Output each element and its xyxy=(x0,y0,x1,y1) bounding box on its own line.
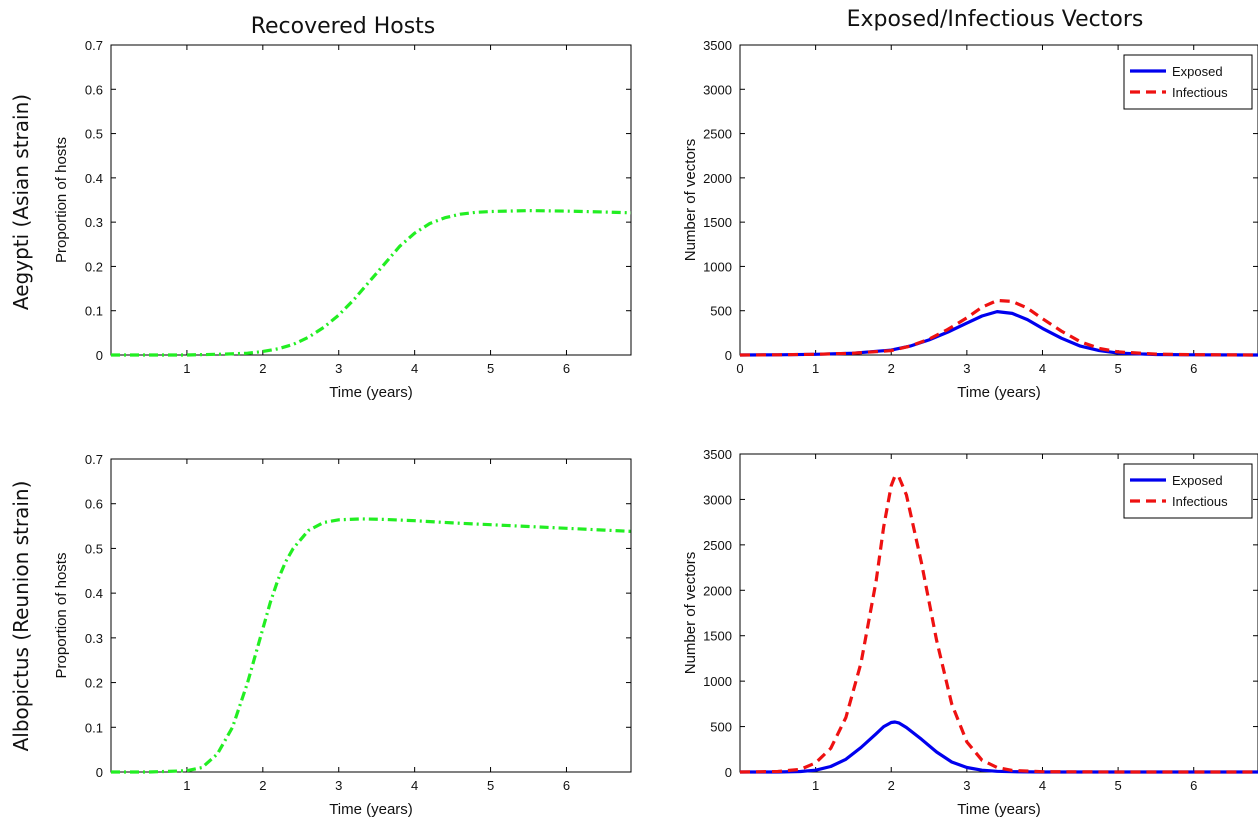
chart-2-legend-label-infectious: Infectious xyxy=(1172,85,1228,100)
chart-3-ytick-label: 0.2 xyxy=(85,676,103,691)
chart-3-xtick-label: 6 xyxy=(563,778,570,793)
chart-3-xtick-label: 4 xyxy=(411,778,418,793)
chart-4-xtick-label: 2 xyxy=(888,778,895,793)
chart-2-xtick-label: 2 xyxy=(888,361,895,376)
chart-4-legend-box xyxy=(1123,463,1253,519)
chart-1-xtick-label: 4 xyxy=(411,361,418,376)
chart-2-ytick-label: 2000 xyxy=(703,171,732,186)
chart-4-ytick-label: 1500 xyxy=(703,629,732,644)
chart-4: 0 500 1000 1500 2000 2500 3000 3500 1 2 3 4 5 6 Time (… xyxy=(682,447,1258,818)
chart-2: 0 500 1000 1500 2000 2500 3000 3500 0 1 2 3 4 5 6 Time … xyxy=(682,38,1258,401)
chart-4-xtick-label: 5 xyxy=(1114,778,1121,793)
chart-4-ytick-label: 0 xyxy=(725,765,732,780)
chart-4-y-axis-label: Number of vectors xyxy=(682,552,699,675)
chart-2-legend-label-exposed: Exposed xyxy=(1172,64,1223,79)
chart-2-x-axis-label: Time (years) xyxy=(957,384,1041,401)
chart-2-ytick-label: 1500 xyxy=(703,215,732,230)
chart-1-xtick-label: 5 xyxy=(487,361,494,376)
chart-3-axes-frame xyxy=(110,458,632,773)
chart-4-xtick-label: 1 xyxy=(812,778,819,793)
chart-2-legend-box xyxy=(1123,54,1253,110)
chart-4-exposed-series-line xyxy=(740,720,1258,774)
chart-2-ytick-label: 3500 xyxy=(703,38,732,53)
chart-3-ytick-label: 0.3 xyxy=(85,631,103,646)
chart-4-ytick-label: 2500 xyxy=(703,538,732,553)
chart-1-ytick-label: 0.2 xyxy=(85,259,103,274)
chart-4-xtick-label: 3 xyxy=(963,778,970,793)
chart-2-legend: Exposed Infectious xyxy=(1123,54,1253,110)
chart-2-ytick-label: 0 xyxy=(725,348,732,363)
chart-4-ytick-label: 3500 xyxy=(703,447,732,462)
chart-3-ytick-label: 0.4 xyxy=(85,586,103,601)
chart-3-ytick-label: 0.7 xyxy=(85,452,103,467)
row-label-albopictus: Albopictus (Reunion strain) xyxy=(9,481,33,752)
chart-4-legend-label-exposed: Exposed xyxy=(1172,473,1223,488)
chart-2-xtick-label: 5 xyxy=(1114,361,1121,376)
chart-2-ytick-label: 3000 xyxy=(703,82,732,97)
chart-4-x-axis-label: Time (years) xyxy=(957,801,1041,818)
chart-1-x-axis-label: Time (years) xyxy=(329,384,413,401)
chart-4-xtick-label: 4 xyxy=(1039,778,1046,793)
chart-1-y-axis-label: Proportion of hosts xyxy=(53,137,70,263)
chart-3-ytick-label: 0 xyxy=(96,765,103,780)
chart-2-xtick-label: 0 xyxy=(736,361,743,376)
row-label-aegypti: Aegypti (Asian strain) xyxy=(9,94,33,310)
chart-2-infectious-series-line xyxy=(739,298,1258,357)
chart-4-infectious-series-line xyxy=(739,474,1258,774)
chart-3-xtick-label: 1 xyxy=(183,778,190,793)
column-title-exposed-infectious-vectors: Exposed/Infectious Vectors xyxy=(847,7,1144,32)
chart-1-recovered-series-line xyxy=(111,209,632,357)
chart-3-xtick-label: 3 xyxy=(335,778,342,793)
chart-2-ytick-label: 1000 xyxy=(703,259,732,274)
chart-4-ytick-label: 500 xyxy=(710,720,732,735)
chart-4-legend: Exposed Infectious xyxy=(1123,463,1253,519)
chart-3: 0 0.1 0.2 0.3 0.4 0.5 0.6 0.7 1 2 3 4 5 6 Time (years)… xyxy=(53,452,632,818)
chart-1-ytick-label: 0.5 xyxy=(85,127,103,142)
chart-4-ytick-label: 2000 xyxy=(703,583,732,598)
chart-1-xtick-label: 3 xyxy=(335,361,342,376)
chart-1-xtick-label: 1 xyxy=(183,361,190,376)
chart-3-xtick-label: 5 xyxy=(487,778,494,793)
chart-2-exposed-series-line xyxy=(739,310,1258,357)
chart-3-ytick-label: 0.1 xyxy=(85,720,103,735)
chart-1: 0 0.1 0.2 0.3 0.4 0.5 0.6 0.7 1 2 3 4 5 6 Time (years)… xyxy=(53,38,632,401)
chart-4-ytick-label: 1000 xyxy=(703,674,732,689)
chart-1-ytick-label: 0.7 xyxy=(85,38,103,53)
chart-3-ytick-label: 0.6 xyxy=(85,497,103,512)
chart-2-y-axis-label: Number of vectors xyxy=(682,139,699,262)
chart-3-x-axis-label: Time (years) xyxy=(329,801,413,818)
column-title-recovered-hosts: Recovered Hosts xyxy=(251,14,436,39)
chart-1-ytick-label: 0 xyxy=(96,348,103,363)
chart-2-xtick-label: 1 xyxy=(812,361,819,376)
chart-1-ytick-label: 0.3 xyxy=(85,215,103,230)
chart-4-xtick-label: 6 xyxy=(1190,778,1197,793)
chart-4-ytick-label: 3000 xyxy=(703,492,732,507)
chart-1-xtick-label: 6 xyxy=(563,361,570,376)
chart-2-ytick-label: 500 xyxy=(710,304,732,319)
chart-1-axes-frame xyxy=(110,44,632,356)
chart-2-axes-frame xyxy=(739,44,1258,356)
chart-1-ytick-label: 0.6 xyxy=(85,82,103,97)
chart-panels: 0 0.1 0.2 0.3 0.4 0.5 0.6 0.7 1 2 3 4 5 6 Time (years)… xyxy=(53,38,1258,818)
chart-1-xtick-label: 2 xyxy=(259,361,266,376)
chart-1-ytick-label: 0.4 xyxy=(85,171,103,186)
chart-2-xtick-label: 6 xyxy=(1190,361,1197,376)
chart-1-ytick-label: 0.1 xyxy=(85,304,103,319)
chart-3-y-axis-label: Proportion of hosts xyxy=(53,553,70,679)
chart-3-recovered-series-line xyxy=(111,517,632,774)
chart-3-xtick-label: 2 xyxy=(259,778,266,793)
chart-2-xtick-label: 3 xyxy=(963,361,970,376)
chart-2-ytick-label: 2500 xyxy=(703,127,732,142)
chart-3-ytick-label: 0.5 xyxy=(85,541,103,556)
chart-2-xtick-label: 4 xyxy=(1039,361,1046,376)
chart-4-legend-label-infectious: Infectious xyxy=(1172,494,1228,509)
